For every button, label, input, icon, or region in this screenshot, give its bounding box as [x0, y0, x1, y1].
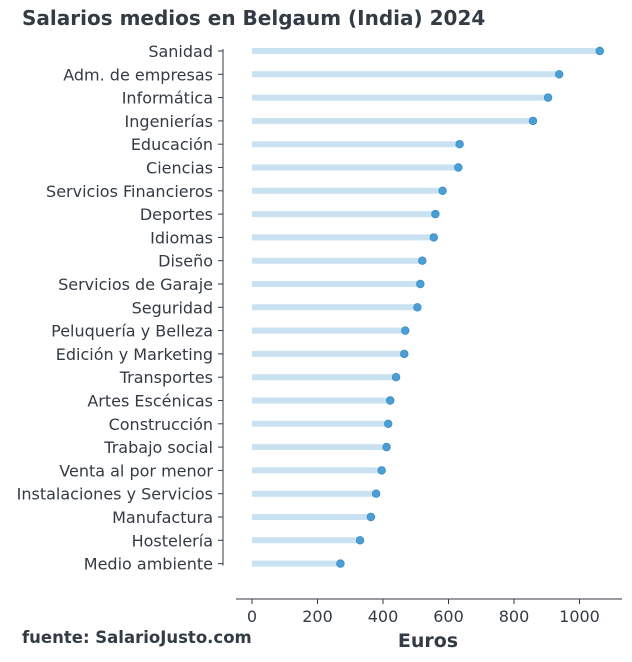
data-point — [431, 209, 440, 219]
data-point — [528, 116, 538, 126]
data-point — [355, 536, 365, 545]
data-point — [413, 303, 422, 312]
data-point — [554, 70, 564, 79]
category-label: Seguridad — [132, 298, 213, 317]
data-point — [386, 396, 395, 405]
source-note: fuente: SalarioJusto.com — [22, 628, 252, 647]
data-point — [382, 442, 391, 452]
category-label: Servicios de Garaje — [58, 275, 213, 294]
data-point — [391, 373, 401, 382]
data-point — [429, 233, 438, 242]
x-tick-label: 200 — [302, 607, 333, 626]
category-label: Venta al por menor — [59, 461, 213, 480]
x-tick-label: 600 — [433, 607, 464, 626]
category-label: Manufactura — [112, 508, 213, 527]
data-point — [401, 326, 410, 335]
data-point — [366, 512, 376, 522]
data-point — [543, 93, 553, 102]
category-label: Trabajo social — [103, 438, 213, 457]
data-point — [595, 46, 605, 56]
category-label: Servicios Financieros — [46, 182, 213, 201]
x-tick-label: 0 — [247, 607, 257, 626]
category-label: Medio ambiente — [84, 555, 213, 574]
x-axis-title: Euros — [398, 630, 458, 652]
category-label: Transportes — [119, 368, 213, 387]
category-label: Deportes — [140, 205, 213, 224]
category-label: Ingenierías — [125, 112, 213, 131]
category-label: Diseño — [158, 252, 213, 271]
category-label: Edición y Marketing — [56, 345, 213, 364]
data-point — [416, 279, 425, 289]
category-label: Hostelería — [132, 531, 213, 550]
category-label: Idiomas — [150, 228, 213, 247]
data-point — [400, 349, 409, 359]
category-label: Informática — [122, 89, 213, 108]
category-label: Peluquería y Belleza — [51, 322, 213, 341]
x-tick-label: 800 — [499, 607, 530, 626]
category-label: Adm. de empresas — [63, 65, 213, 84]
y-axis: Sanidad Adm. de empresas Informática Ingeni… — [17, 42, 224, 574]
x-axis: 0 200 400 600 800 1000 — [236, 598, 622, 626]
data-point — [377, 466, 386, 475]
category-label: Instalaciones y Servicios — [17, 485, 213, 504]
stems-group — [252, 48, 600, 567]
x-tick-label: 400 — [368, 607, 399, 626]
x-tick-label: 1000 — [559, 607, 600, 626]
data-point — [384, 419, 393, 428]
data-point — [336, 559, 345, 568]
data-point — [371, 489, 381, 498]
category-label: Sanidad — [148, 42, 213, 61]
dots-group — [336, 46, 605, 568]
data-point — [418, 256, 427, 265]
category-label: Educación — [131, 135, 213, 154]
category-label: Construcción — [109, 415, 213, 434]
chart-title: Salarios medios en Belgaum (India) 2024 — [22, 6, 486, 30]
category-label: Artes Escénicas — [87, 392, 213, 411]
data-point — [455, 139, 464, 149]
data-point — [454, 163, 463, 172]
data-point — [438, 186, 447, 195]
category-label: Ciencias — [146, 159, 213, 178]
